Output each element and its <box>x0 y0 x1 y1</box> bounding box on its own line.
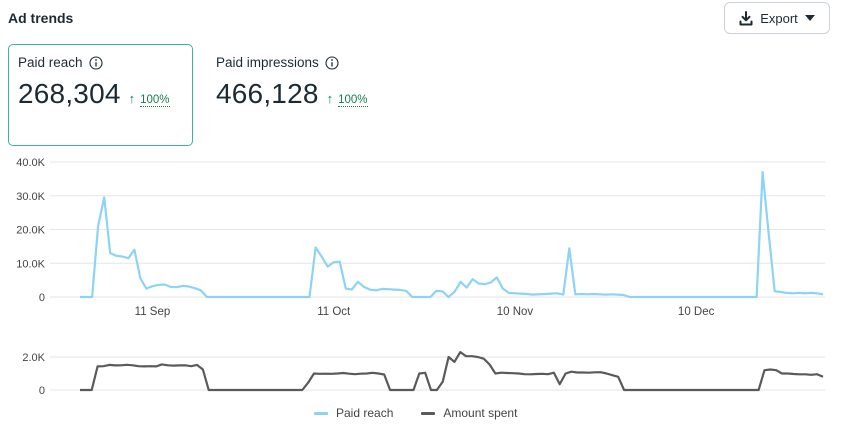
y-tick-label: 40.0K <box>16 157 45 169</box>
info-icon[interactable] <box>325 55 339 70</box>
info-icon[interactable] <box>88 55 103 70</box>
metric-card-paid-reach[interactable]: Paid reach 268,304 ↑ 100% <box>8 44 193 146</box>
x-tick-label: 10 Dec <box>678 306 715 318</box>
y-tick-label: 2.0K <box>22 352 45 364</box>
y-tick-label: 20.0K <box>16 225 45 237</box>
export-button[interactable]: Export <box>724 2 830 34</box>
legend-label: Amount spent <box>443 406 518 420</box>
download-icon <box>739 10 753 26</box>
legend-item-amount-spent[interactable]: Amount spent <box>421 406 517 420</box>
amount-spent-line <box>80 351 824 392</box>
export-label: Export <box>760 10 798 26</box>
legend-swatch <box>421 411 436 415</box>
metric-change: 100% <box>338 94 368 107</box>
metric-change: 100% <box>140 94 170 107</box>
legend-swatch <box>314 411 328 415</box>
x-tick-label: 11 Sep <box>135 306 171 318</box>
caret-down-icon <box>804 15 815 21</box>
y-tick-label: 0 <box>39 292 45 304</box>
metric-label: Paid impressions <box>216 55 319 70</box>
x-tick-label: 10 Nov <box>497 306 534 318</box>
metric-label: Paid reach <box>18 55 83 70</box>
chart-legend: Paid reach Amount spent <box>314 406 517 420</box>
y-tick-label: 10.0K <box>16 258 45 270</box>
metric-value: 466,128 <box>216 78 319 109</box>
page-title: Ad trends <box>8 10 74 26</box>
paid-reach-line <box>80 171 824 299</box>
metric-card-paid-impressions[interactable]: Paid impressions 466,128 ↑ 100% <box>206 44 426 146</box>
legend-label: Paid reach <box>336 406 394 420</box>
arrow-up-icon: ↑ <box>128 91 136 106</box>
legend-item-paid-reach[interactable]: Paid reach <box>314 406 393 420</box>
ad-trends-chart: 0 10.0K 20.0K 30.0K 40.0K 11 Sep 11 Oct 10 Nov… <box>16 157 825 397</box>
metric-value: 268,304 <box>18 78 121 109</box>
y-tick-label: 0 <box>39 385 45 397</box>
x-tick-label: 11 Oct <box>317 306 351 318</box>
y-tick-label: 30.0K <box>16 191 45 203</box>
arrow-up-icon: ↑ <box>326 91 334 106</box>
